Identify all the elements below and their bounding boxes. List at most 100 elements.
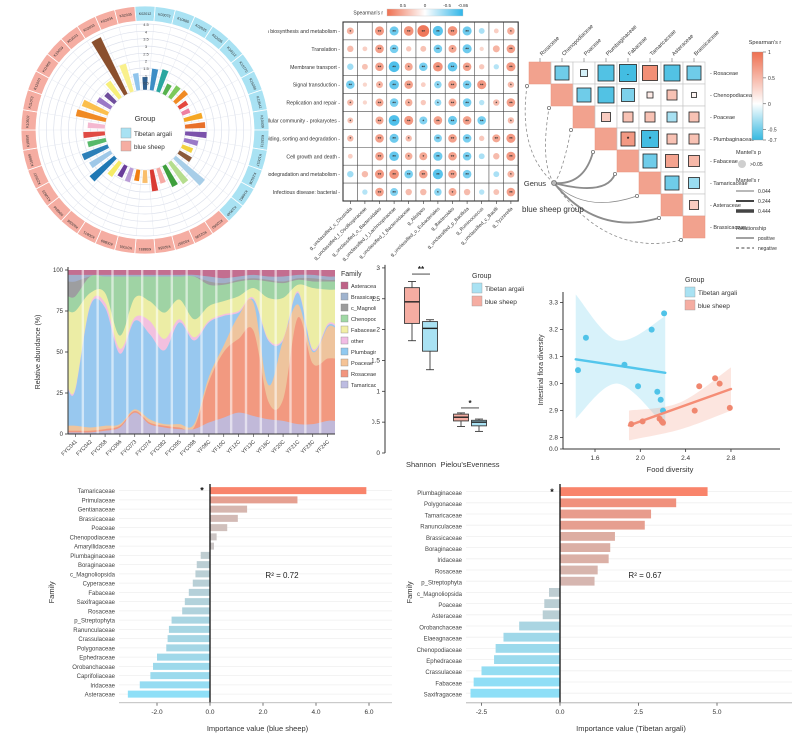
svg-text:Tibetan argali: Tibetan argali	[134, 131, 172, 138]
ko-bar	[82, 130, 106, 139]
ko-bar	[177, 100, 189, 111]
svg-text:4: 4	[145, 29, 148, 34]
triangle-square	[666, 89, 678, 101]
svg-text:1.5: 1.5	[372, 357, 380, 364]
svg-text:**: **	[392, 65, 396, 70]
svg-text:*: *	[510, 82, 512, 87]
svg-text:**: **	[451, 29, 455, 34]
svg-text:K02073: K02073	[260, 135, 265, 148]
svg-text:3.5: 3.5	[143, 37, 149, 42]
svg-text:**: **	[495, 136, 499, 141]
svg-text:K23537: K23537	[33, 172, 42, 185]
svg-text:- Tamaricaceae: - Tamaricaceae	[710, 181, 748, 187]
svg-text:3.2: 3.2	[549, 327, 558, 334]
importance-bars	[470, 487, 708, 698]
ko-bar	[81, 143, 110, 161]
svg-text:K10108: K10108	[248, 172, 257, 185]
ko-bar	[180, 107, 191, 117]
correlation-dot	[375, 98, 384, 107]
boxes	[404, 281, 487, 432]
svg-text:Fabaceae: Fabaceae	[351, 328, 376, 334]
ko-bar	[182, 137, 199, 147]
panel-stacked-area: 0 25 50 75 100 Relative abundance (%) FYC041 FY…	[28, 262, 394, 484]
svg-text:blue sheep: blue sheep	[698, 303, 730, 310]
svg-text:2.0: 2.0	[258, 709, 267, 716]
box-Tibetan argali	[471, 419, 487, 427]
svg-text:YF10C: YF10C	[211, 439, 227, 455]
correlation-dot	[389, 169, 399, 179]
svg-text:K03073: K03073	[158, 12, 171, 18]
svg-text:*: *	[437, 190, 439, 195]
svg-text:- Asteraceae: - Asteraceae	[710, 203, 741, 209]
svg-text:**: **	[509, 100, 513, 105]
svg-text:Tamaricaceae: Tamaricaceae	[351, 383, 376, 389]
svg-text:**: **	[509, 154, 513, 159]
ko-bar	[105, 80, 123, 101]
svg-text:Tamaricaceae: Tamaricaceae	[78, 489, 116, 495]
svg-text:**: **	[465, 47, 469, 52]
bar-Orobanchaceae	[519, 621, 560, 631]
svg-text:Ranunculaceae: Ranunculaceae	[420, 525, 462, 531]
svg-text:0.244: 0.244	[758, 199, 771, 205]
svg-text:- Poaceae: - Poaceae	[710, 115, 735, 121]
bar-Iridaceae	[560, 554, 609, 564]
svg-text:K18889: K18889	[28, 154, 35, 167]
svg-text:K07091: K07091	[119, 244, 132, 250]
svg-text:Spearman's r: Spearman's r	[353, 11, 383, 17]
svg-text:Chenopodiaceae: Chenopodiaceae	[70, 535, 116, 541]
ko-bars	[75, 36, 208, 192]
svg-text:**: **	[465, 136, 469, 141]
svg-text:negative: negative	[758, 246, 777, 252]
svg-text:*: *	[408, 65, 410, 70]
family-legend-swatch	[340, 281, 349, 290]
correlation-dot	[493, 153, 500, 160]
svg-text:YF13C: YF13C	[241, 439, 257, 455]
bar-Poaceae	[210, 524, 228, 532]
area-Tamaricaceae	[68, 412, 335, 434]
triangle-square	[620, 131, 636, 147]
svg-text:4.0: 4.0	[311, 709, 320, 716]
svg-text:100: 100	[53, 268, 64, 274]
correlation-dot	[376, 81, 383, 89]
ko-bar	[124, 166, 135, 183]
svg-text:**: **	[509, 47, 513, 52]
svg-text:Rosaceae: Rosaceae	[539, 36, 561, 58]
svg-text:**: **	[422, 172, 426, 177]
svg-text:Asteraceae: Asteraceae	[85, 693, 116, 699]
svg-text:*: *	[349, 29, 351, 34]
panel-circular-ko: K02012 K03073 K10680 K02025 K02026 K10112 K157…	[5, 2, 273, 258]
svg-text:3.1: 3.1	[549, 354, 558, 361]
svg-text:K11069: K11069	[42, 61, 52, 73]
svg-text:Gentianaceae: Gentianaceae	[78, 508, 116, 514]
svg-text:YF23C: YF23C	[300, 439, 316, 455]
svg-text:Membrane transport -: Membrane transport -	[290, 65, 340, 71]
correlation-dot	[389, 44, 399, 54]
triangle-square	[642, 65, 658, 81]
svg-text:Signal transduction -: Signal transduction -	[293, 83, 341, 89]
svg-text:-0.86: -0.86	[458, 3, 469, 8]
family-legend-swatch	[340, 347, 349, 356]
mantel-p-swatch	[738, 160, 746, 168]
svg-text:>0.05: >0.05	[750, 162, 763, 168]
correlation-dot	[434, 80, 442, 89]
ko-bar	[86, 137, 108, 148]
svg-text:Asteraceae: Asteraceae	[432, 614, 463, 620]
svg-text:*: *	[452, 47, 454, 52]
genus-node	[551, 180, 557, 186]
svg-text:K02025: K02025	[195, 23, 208, 32]
svg-text:*: *	[200, 485, 204, 495]
svg-text:K02056: K02056	[158, 244, 171, 250]
ko-bar	[75, 108, 108, 123]
diagonal-cell	[594, 127, 618, 151]
svg-text:**: **	[480, 118, 484, 123]
svg-text:Family: Family	[47, 581, 56, 603]
svg-text:**: **	[436, 47, 440, 52]
correlation-dot	[361, 63, 368, 70]
svg-text:**: **	[422, 65, 426, 70]
svg-text:**: **	[465, 172, 469, 177]
point-Tibetan argali	[648, 326, 655, 333]
svg-text:-0.5: -0.5	[768, 128, 777, 134]
svg-text:**: **	[436, 172, 440, 177]
correlation-dot	[419, 62, 428, 72]
panel-scatter: 2.8 2.9 3.0 3.1 3.2 3.3 0.0 1.6 2.0 2.4 2.8 Intesti…	[535, 262, 800, 482]
